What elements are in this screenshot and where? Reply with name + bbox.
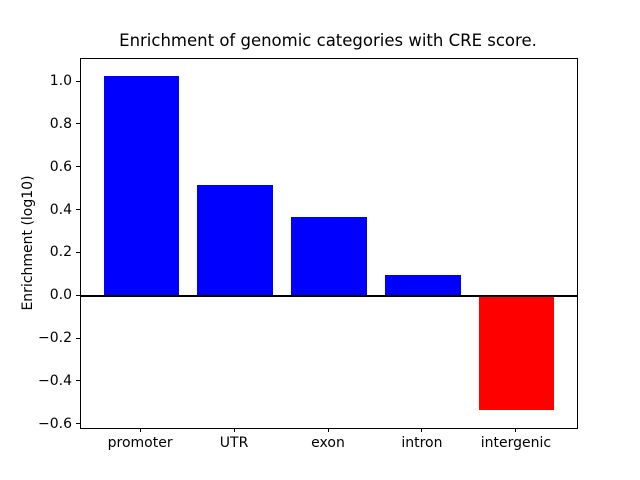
y-tick-label: −0.2: [38, 330, 72, 347]
y-tick-label: 0.2: [49, 244, 72, 261]
x-tick-mark: [139, 428, 141, 432]
x-tick-label-promoter: promoter: [107, 435, 173, 451]
chart-title: Enrichment of genomic categories with CR…: [119, 31, 537, 50]
bar-UTR: [197, 184, 273, 297]
x-tick-label-intergenic: intergenic: [480, 435, 552, 451]
y-tick-label: 1.0: [49, 73, 72, 90]
y-tick-label: −0.4: [38, 372, 72, 389]
x-tick-label-UTR: UTR: [219, 435, 249, 451]
bar-promoter: [103, 75, 179, 297]
plot-area: [80, 58, 578, 429]
y-tick-mark: [76, 423, 80, 425]
y-tick-label: −0.6: [38, 415, 72, 432]
y-tick-mark: [76, 251, 80, 253]
y-tick-mark: [76, 294, 80, 296]
y-tick-mark: [76, 380, 80, 382]
y-tick-mark: [76, 123, 80, 125]
y-tick-mark: [76, 209, 80, 211]
x-tick-label-exon: exon: [311, 435, 345, 451]
y-tick-mark: [76, 337, 80, 339]
y-tick-label: 0.6: [49, 158, 72, 175]
x-tick-mark: [233, 428, 235, 432]
x-tick-mark: [515, 428, 517, 432]
x-tick-mark: [421, 428, 423, 432]
bar-intergenic: [479, 296, 555, 410]
y-tick-label: 0.0: [49, 287, 72, 304]
y-tick-mark: [76, 166, 80, 168]
y-tick-label: 0.8: [49, 115, 72, 132]
x-tick-label-intron: intron: [401, 435, 443, 451]
y-tick-mark: [76, 80, 80, 82]
zero-line: [81, 295, 577, 298]
x-tick-mark: [327, 428, 329, 432]
bar-intron: [385, 274, 461, 297]
y-tick-label: 0.4: [49, 201, 72, 218]
bar-exon: [291, 217, 367, 297]
